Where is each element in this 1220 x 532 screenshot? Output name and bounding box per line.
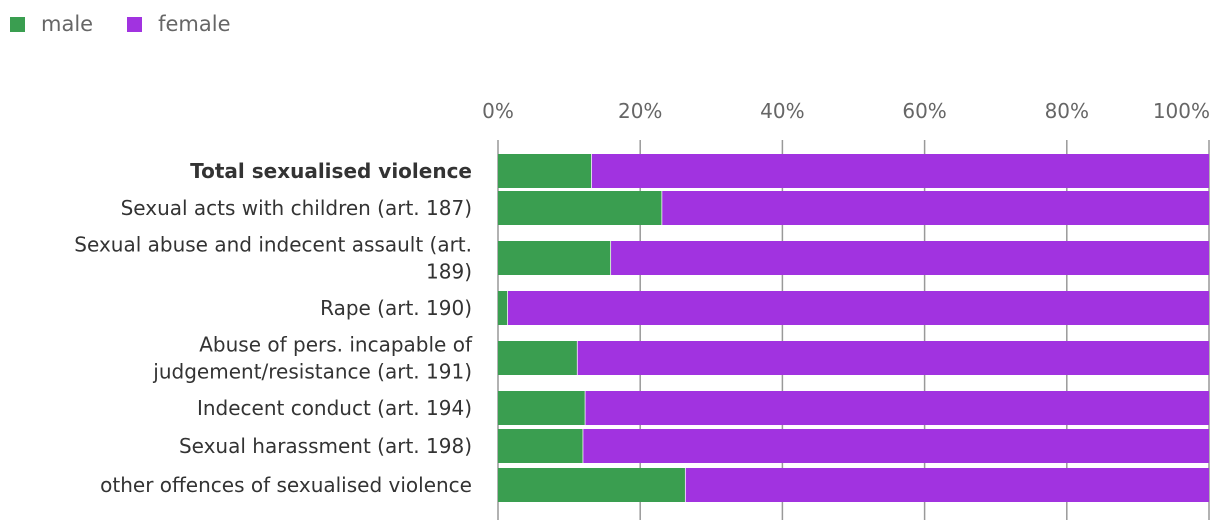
bar-male [498, 154, 592, 188]
bar-female [685, 468, 1209, 502]
legend-label-male: male [41, 12, 94, 36]
bar-female [577, 341, 1209, 375]
x-tick-label: 20% [618, 99, 662, 123]
x-tick-label: 60% [902, 99, 946, 123]
bar-female [662, 191, 1209, 225]
legend: male female [10, 12, 231, 36]
bar-female [591, 154, 1209, 188]
bar-male [498, 191, 663, 225]
bar-female [583, 429, 1209, 463]
bar-male [498, 391, 586, 425]
bar-female [507, 291, 1210, 325]
legend-item-female[interactable]: female [127, 12, 231, 36]
legend-swatch-female [127, 16, 143, 32]
bar-male [498, 341, 578, 375]
x-tick-label: 0% [482, 99, 514, 123]
y-category-label: Abuse of pers. incapable of judgement/res… [152, 333, 473, 384]
bar-male [498, 291, 508, 325]
y-category-label: Sexual harassment (art. 198) [179, 434, 472, 458]
bar-male [498, 241, 612, 275]
y-category-label: Rape (art. 190) [320, 296, 472, 320]
y-category-label: other offences of sexualised violence [100, 473, 472, 497]
y-category-label: Sexual abuse and indecent assault (art. 1… [74, 233, 472, 284]
x-tick-label: 40% [760, 99, 804, 123]
legend-item-male[interactable]: male [10, 12, 93, 36]
x-tick-label: 100% [1153, 99, 1210, 123]
bar-male [498, 468, 686, 502]
bar-female [611, 241, 1209, 275]
y-category-label: Indecent conduct (art. 194) [197, 396, 472, 420]
x-tick-label: 80% [1045, 99, 1089, 123]
y-category-label: Total sexualised violence [190, 159, 472, 183]
bar-male [498, 429, 584, 463]
legend-label-female: female [158, 12, 231, 36]
y-category-label: Sexual acts with children (art. 187) [121, 196, 472, 220]
bar-female [585, 391, 1209, 425]
legend-swatch-male [10, 16, 25, 32]
